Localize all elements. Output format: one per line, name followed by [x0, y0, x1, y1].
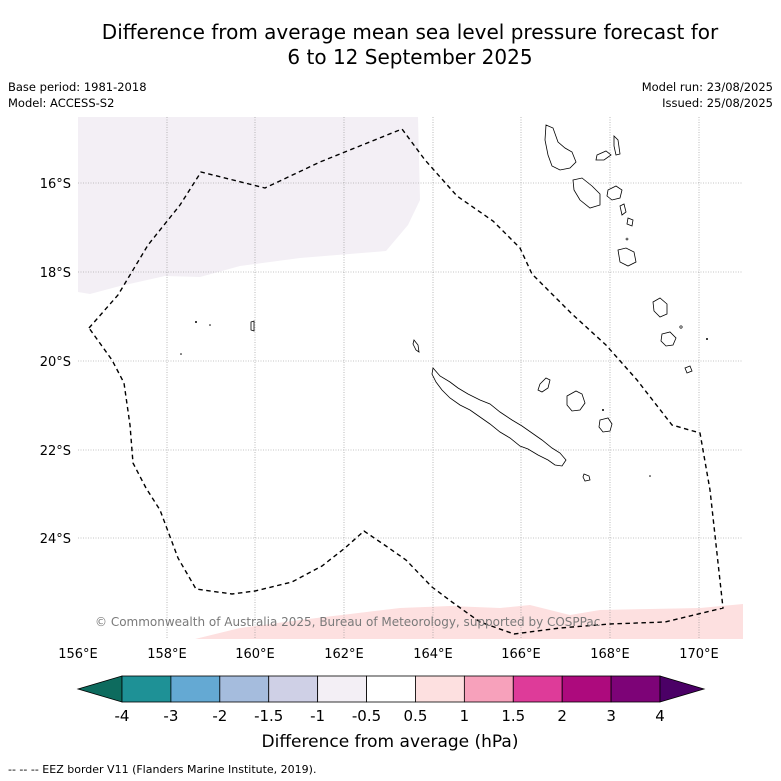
- colorbar-segment: [610, 675, 661, 703]
- lat-label: 20°S: [40, 355, 71, 370]
- reef-dot: [649, 475, 651, 477]
- colorbar-segment: [121, 675, 172, 703]
- lat-label: 16°S: [40, 177, 71, 192]
- colorbar-segment: [512, 675, 563, 703]
- island-shepherds: [619, 203, 627, 216]
- colorbar-segment: [219, 675, 270, 703]
- positive-anomaly-region: [195, 604, 743, 639]
- lat-label: 24°S: [40, 532, 71, 547]
- model-run: Model run: 23/08/2025: [641, 80, 773, 94]
- map-title: Difference from average mean sea level p…: [40, 20, 780, 70]
- latitude-labels: 16°S 18°S 20°S 22°S 24°S: [40, 177, 71, 547]
- lon-label: 164°E: [413, 647, 453, 662]
- island-ambrym: [606, 185, 623, 201]
- islet: [679, 325, 683, 329]
- colorbar-tick-label: 4: [655, 707, 665, 725]
- island-espiritu-santo: [544, 124, 577, 171]
- lon-label: 162°E: [324, 647, 364, 662]
- new-caledonia-mainland: [431, 367, 567, 467]
- island-tanna: [660, 331, 677, 347]
- colorbar-tick-label: -0.5: [352, 707, 381, 725]
- lon-label: 168°E: [590, 647, 630, 662]
- reef-dot: [209, 324, 211, 326]
- colorbar-tick-label: -2: [212, 707, 227, 725]
- negative-anomaly-region: [78, 117, 420, 294]
- lon-label: 170°E: [679, 647, 719, 662]
- islet: [625, 237, 629, 241]
- colorbar-tick-label: 0.5: [404, 707, 428, 725]
- colorbar-tick-label: -4: [115, 707, 130, 725]
- island-aneityum: [684, 365, 693, 374]
- meta-right: Model run: 23/08/2025 Issued: 25/08/2025: [642, 79, 773, 111]
- base-period: Base period: 1981-2018: [8, 80, 147, 94]
- island-north-new-caledonia: [412, 339, 420, 353]
- colorbar-title: Difference from average (hPa): [262, 732, 519, 752]
- eez-footer-note: -- -- -- EEZ border V11 (Flanders Marine…: [8, 763, 317, 776]
- reef-dot: [180, 353, 182, 355]
- island-efate: [617, 247, 637, 267]
- colorbar-tick-label: 2: [557, 707, 567, 725]
- meta-left: Base period: 1981-2018 Model: ACCESS-S2: [8, 79, 147, 111]
- island-chesterfield: [250, 320, 255, 332]
- lon-label: 156°E: [58, 647, 98, 662]
- title-line-2: 6 to 12 September 2025: [287, 45, 533, 69]
- colorbar-segment: [366, 675, 416, 703]
- island-maewo: [613, 135, 621, 156]
- gridlines: [78, 117, 743, 639]
- colorbar-segment: [170, 675, 221, 703]
- colorbar-tick-label: 3: [606, 707, 616, 725]
- colorbar-segment: [561, 675, 612, 703]
- island-isle-of-pines: [582, 473, 591, 482]
- island-erromango: [652, 297, 668, 318]
- title-line-1: Difference from average mean sea level p…: [101, 20, 719, 44]
- island-pentecost: [595, 150, 612, 161]
- island-mare: [598, 417, 613, 433]
- model-name: Model: ACCESS-S2: [8, 96, 115, 110]
- longitude-labels: 156°E 158°E 160°E 162°E 164°E 166°E 168°…: [58, 647, 719, 662]
- colorbar: -4 -3 -2 -1.5 -1 -0.5 0.5 1 1.5 2 3 4: [76, 675, 706, 725]
- colorbar-tick-label: -3: [163, 707, 178, 725]
- reef-dot: [195, 321, 197, 323]
- issued-date: Issued: 25/08/2025: [662, 96, 773, 110]
- island-malakula: [572, 177, 601, 209]
- lon-label: 158°E: [147, 647, 187, 662]
- colorbar-segment: [415, 675, 465, 703]
- colorbar-tick-label: -1: [310, 707, 325, 725]
- colorbar-tick-label: -1.5: [254, 707, 283, 725]
- islet: [706, 338, 708, 340]
- lon-label: 166°E: [501, 647, 541, 662]
- island-small-vanuatu: [626, 217, 634, 227]
- lat-label: 18°S: [40, 266, 71, 281]
- colorbar-extend-low: [76, 675, 123, 703]
- colorbar-segment: [463, 675, 514, 703]
- island-ouvea: [537, 377, 551, 393]
- colorbar-extend-high: [659, 675, 706, 703]
- islet: [602, 409, 604, 411]
- copyright-notice: © Commonwealth of Australia 2025, Bureau…: [95, 615, 600, 629]
- colorbar-segment: [317, 675, 367, 703]
- colorbar-tick-label: 1: [460, 707, 470, 725]
- colorbar-tick-label: 1.5: [501, 707, 525, 725]
- lat-label: 22°S: [40, 444, 71, 459]
- colorbar-segment: [268, 675, 319, 703]
- lon-label: 160°E: [235, 647, 275, 662]
- island-lifou: [566, 390, 586, 412]
